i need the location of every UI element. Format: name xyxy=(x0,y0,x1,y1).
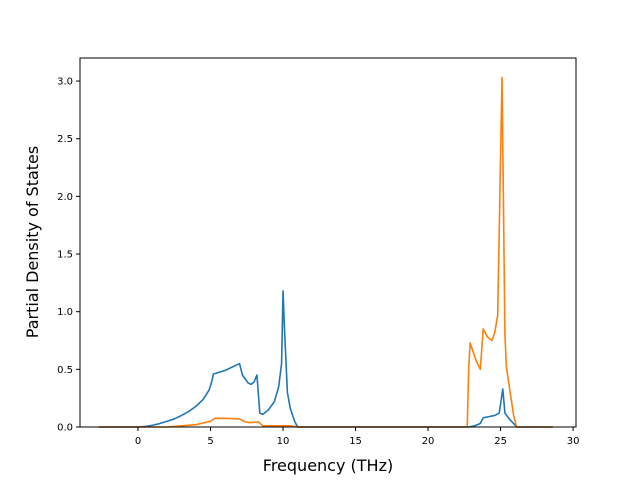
y-tick-label: 3.0 xyxy=(57,77,73,88)
y-tick-label: 0.0 xyxy=(57,423,73,434)
x-tick-label: 20 xyxy=(422,436,435,447)
y-tick-label: 0.5 xyxy=(57,365,73,376)
y-axis-label: Partial Density of States xyxy=(23,146,42,338)
plot-lines xyxy=(98,76,553,428)
y-tick-label: 1.5 xyxy=(57,250,73,261)
series-line-2 xyxy=(98,76,553,428)
y-tick-label: 1.0 xyxy=(57,307,73,318)
x-tick-label: 15 xyxy=(349,436,362,447)
y-axis-ticks: 0.0 0.5 1.0 1.5 2.0 2.5 3.0 xyxy=(57,77,80,434)
x-tick-label: 0 xyxy=(135,436,141,447)
series-line-1 xyxy=(98,290,553,428)
y-tick-label: 2.0 xyxy=(57,192,73,203)
x-tick-label: 10 xyxy=(277,436,290,447)
x-tick-label: 5 xyxy=(207,436,213,447)
x-axis-ticks: 0 5 10 15 20 25 30 xyxy=(135,427,580,447)
plot-frame xyxy=(79,57,577,428)
x-tick-label: 25 xyxy=(494,436,507,447)
y-tick-label: 2.5 xyxy=(57,134,73,145)
x-axis-label: Frequency (THz) xyxy=(263,456,393,475)
x-tick-label: 30 xyxy=(567,436,580,447)
